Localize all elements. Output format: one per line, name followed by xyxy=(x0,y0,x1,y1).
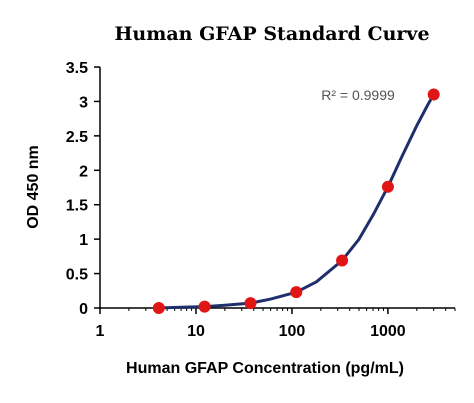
data-point xyxy=(244,297,257,310)
y-tick-label: 2.5 xyxy=(66,129,88,146)
x-tick-label: 1 xyxy=(96,323,105,340)
y-tick-label: 1.5 xyxy=(66,198,88,215)
data-points xyxy=(152,88,440,314)
x-tick-label: 1000 xyxy=(370,323,406,340)
x-tick-label: 10 xyxy=(187,323,205,340)
x-axis-label: Human GFAP Concentration (pg/mL) xyxy=(126,360,404,377)
data-point xyxy=(198,300,211,313)
tick-labels: 0 0.5 1 1.5 2 2.5 3 3.5 1 10 100 1000 xyxy=(66,60,406,340)
data-point xyxy=(336,254,349,267)
y-tick-label: 0.5 xyxy=(66,267,88,284)
y-tick-label: 2 xyxy=(79,163,88,180)
data-point xyxy=(290,286,303,299)
y-axis-label: OD 450 nm xyxy=(25,145,42,229)
fit-curve-layer xyxy=(158,93,436,310)
data-point xyxy=(152,302,165,314)
chart-title: Human GFAP Standard Curve xyxy=(114,23,429,45)
y-tick-label: 1 xyxy=(79,232,88,249)
x-tick-label: 100 xyxy=(279,323,306,340)
r-squared-annotation: R² = 0.9999 xyxy=(321,87,395,103)
fit-curve xyxy=(158,93,436,310)
axes xyxy=(94,66,456,314)
data-point xyxy=(381,180,394,193)
y-tick-label: 3.5 xyxy=(66,60,88,77)
y-tick-label: 0 xyxy=(79,301,88,318)
data-point xyxy=(427,88,440,101)
y-tick-label: 3 xyxy=(79,94,88,111)
